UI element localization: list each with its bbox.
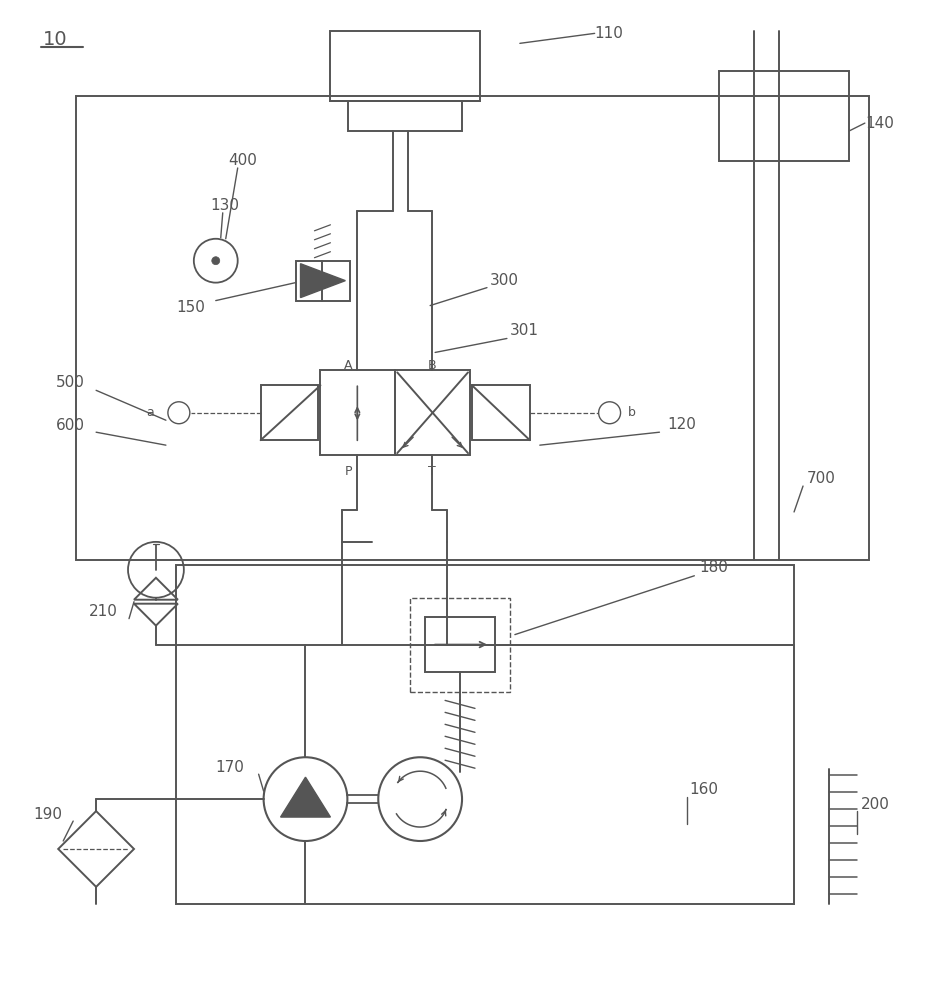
Text: P: P bbox=[345, 465, 352, 478]
Text: 180: 180 bbox=[699, 560, 728, 575]
Text: b: b bbox=[628, 406, 635, 419]
Text: B: B bbox=[428, 359, 437, 372]
Bar bbox=[348, 101, 462, 131]
Text: 500: 500 bbox=[56, 375, 85, 390]
Text: 150: 150 bbox=[176, 300, 205, 315]
Text: 130: 130 bbox=[211, 198, 240, 213]
Polygon shape bbox=[280, 777, 331, 817]
Circle shape bbox=[212, 257, 220, 265]
Text: 110: 110 bbox=[595, 26, 623, 41]
Text: 140: 140 bbox=[865, 116, 894, 131]
Bar bbox=[472, 385, 529, 440]
Bar bbox=[331, 31, 480, 101]
Text: T: T bbox=[428, 465, 436, 478]
Text: 300: 300 bbox=[490, 273, 519, 288]
Polygon shape bbox=[300, 264, 346, 298]
Bar bbox=[260, 385, 318, 440]
Text: 200: 200 bbox=[861, 797, 890, 812]
Text: 700: 700 bbox=[807, 471, 836, 486]
Text: 190: 190 bbox=[33, 807, 63, 822]
Bar bbox=[176, 565, 794, 904]
Bar bbox=[720, 71, 849, 161]
Text: 301: 301 bbox=[509, 323, 539, 338]
Text: 170: 170 bbox=[216, 760, 244, 775]
Text: 400: 400 bbox=[229, 153, 258, 168]
Text: 10: 10 bbox=[44, 30, 68, 49]
Text: 210: 210 bbox=[89, 604, 118, 619]
Text: 160: 160 bbox=[689, 782, 719, 797]
Bar bbox=[410, 598, 509, 692]
Bar bbox=[76, 96, 868, 560]
Bar bbox=[395, 370, 470, 455]
Text: A: A bbox=[344, 359, 352, 372]
Bar bbox=[320, 370, 395, 455]
Bar bbox=[295, 261, 350, 301]
Text: a: a bbox=[146, 406, 153, 419]
Text: 120: 120 bbox=[668, 417, 696, 432]
Text: 600: 600 bbox=[56, 418, 85, 433]
Bar bbox=[425, 617, 495, 672]
